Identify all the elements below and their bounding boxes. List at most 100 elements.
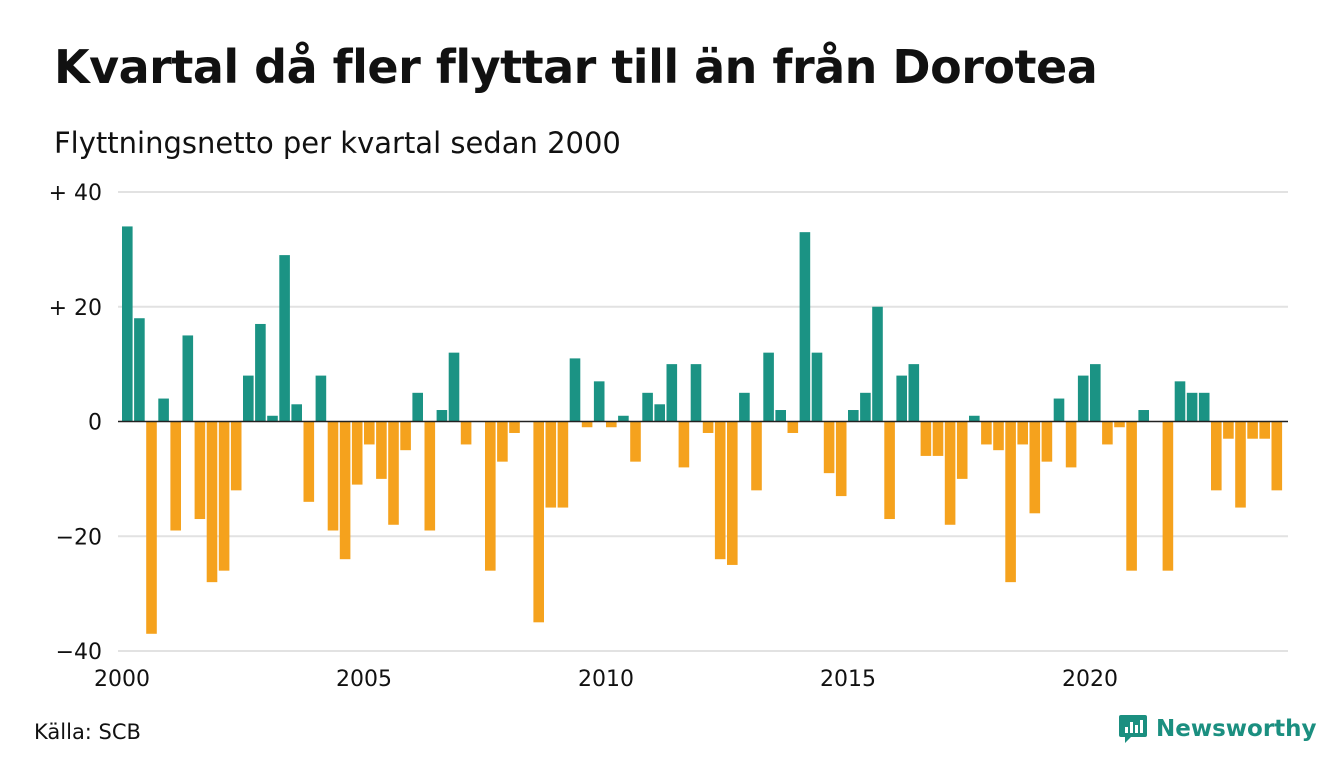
bar-2000-q1 bbox=[122, 226, 133, 422]
bar-2003-q4 bbox=[303, 421, 315, 502]
bar-2002-q4 bbox=[255, 323, 266, 422]
bar-2011-q1 bbox=[654, 404, 665, 422]
bar-2022-q3 bbox=[1211, 421, 1222, 491]
source-note: Källa: SCB bbox=[34, 720, 141, 744]
bar-2022-q4 bbox=[1223, 421, 1234, 439]
bar-2007-q1 bbox=[460, 421, 472, 445]
bar-2006-q3 bbox=[436, 410, 448, 422]
bar-2002-q2 bbox=[230, 421, 242, 491]
bar-2001-q4 bbox=[206, 421, 218, 583]
bar-2020-q2 bbox=[1102, 421, 1113, 445]
chart-title: Kvartal då fler flyttar till än från Dor… bbox=[54, 40, 1098, 94]
bar-2021-q3 bbox=[1162, 421, 1174, 571]
bar-2004-q4 bbox=[351, 421, 363, 485]
x-tick-label: 2020 bbox=[1062, 667, 1118, 692]
bar-2011-q4 bbox=[690, 364, 702, 422]
bar-2012-q4 bbox=[739, 392, 750, 422]
bar-2022-q2 bbox=[1198, 392, 1210, 422]
bar-2000-q2 bbox=[134, 318, 145, 422]
bar-2020-q4 bbox=[1126, 421, 1137, 571]
bar-2023-q2 bbox=[1247, 421, 1258, 439]
bar-2004-q3 bbox=[339, 421, 351, 560]
y-tick-label: −40 bbox=[56, 640, 102, 665]
bar-2003-q2 bbox=[279, 255, 290, 422]
bar-2018-q4 bbox=[1029, 421, 1041, 514]
bar-2023-q4 bbox=[1271, 421, 1283, 491]
bar-2021-q1 bbox=[1138, 410, 1149, 422]
bar-2013-q2 bbox=[763, 352, 774, 422]
bar-2010-q3 bbox=[630, 421, 641, 462]
bar-2008-q4 bbox=[545, 421, 557, 508]
bar-2012-q2 bbox=[714, 421, 726, 560]
bar-2004-q1 bbox=[315, 375, 327, 422]
bar-2003-q1 bbox=[267, 415, 278, 422]
bar-2009-q4 bbox=[593, 381, 605, 422]
bar-2000-q3 bbox=[146, 421, 157, 634]
bar-2008-q3 bbox=[533, 421, 544, 623]
bar-2005-q1 bbox=[364, 421, 375, 445]
bar-2017-q4 bbox=[981, 421, 992, 445]
chart-subtitle: Flyttningsnetto per kvartal sedan 2000 bbox=[54, 126, 621, 160]
bar-2012-q1 bbox=[702, 421, 714, 433]
x-tick-label: 2005 bbox=[336, 667, 392, 692]
bar-2019-q2 bbox=[1053, 398, 1065, 422]
bar-2023-q1 bbox=[1235, 421, 1246, 508]
bar-2001-q3 bbox=[194, 421, 206, 520]
bar-2022-q1 bbox=[1186, 392, 1198, 422]
bar-2014-q3 bbox=[823, 421, 835, 474]
bar-2009-q2 bbox=[569, 358, 581, 422]
bar-2004-q2 bbox=[327, 421, 339, 531]
bar-2013-q3 bbox=[775, 410, 786, 422]
x-tick-label: 2015 bbox=[820, 667, 876, 692]
x-tick-label: 2010 bbox=[578, 667, 634, 692]
bar-2001-q1 bbox=[170, 421, 181, 531]
bar-2015-q2 bbox=[860, 392, 871, 422]
bar-2020-q3 bbox=[1114, 421, 1125, 428]
bar-2011-q2 bbox=[666, 364, 678, 422]
bar-2009-q1 bbox=[557, 421, 569, 508]
bar-2000-q4 bbox=[158, 398, 169, 422]
bar-2011-q3 bbox=[678, 421, 690, 468]
bar-2012-q3 bbox=[727, 421, 738, 565]
bar-2020-q1 bbox=[1090, 364, 1101, 422]
bar-2018-q2 bbox=[1005, 421, 1016, 583]
y-tick-label: 0 bbox=[88, 411, 102, 436]
bar-2006-q2 bbox=[424, 421, 436, 531]
bar-2002-q3 bbox=[243, 375, 254, 422]
bar-2010-q4 bbox=[642, 392, 653, 422]
newsworthy-logo-icon bbox=[1119, 715, 1147, 743]
bar-2005-q4 bbox=[400, 421, 411, 451]
grid-lines bbox=[118, 191, 1288, 652]
bar-2014-q4 bbox=[835, 421, 847, 497]
bar-2016-q2 bbox=[908, 364, 920, 422]
bar-2017-q3 bbox=[969, 415, 980, 422]
bar-2010-q2 bbox=[618, 415, 629, 422]
bar-2008-q1 bbox=[509, 421, 520, 433]
bar-2015-q1 bbox=[848, 410, 859, 422]
brand-name: Newsworthy bbox=[1156, 716, 1317, 742]
bar-2019-q4 bbox=[1077, 375, 1089, 422]
bar-2015-q4 bbox=[884, 421, 895, 520]
bar-2023-q3 bbox=[1259, 421, 1270, 439]
bar-2016-q1 bbox=[896, 375, 907, 422]
bar-2016-q4 bbox=[932, 421, 944, 456]
brand-logo[interactable]: Newsworthy bbox=[1118, 713, 1317, 745]
bar-2013-q4 bbox=[787, 421, 799, 433]
bar-2006-q1 bbox=[412, 392, 423, 422]
bar-2021-q4 bbox=[1174, 381, 1186, 422]
bar-2015-q3 bbox=[872, 306, 883, 422]
bar-2009-q3 bbox=[581, 421, 593, 428]
bar-2005-q2 bbox=[376, 421, 387, 479]
bar-2001-q2 bbox=[182, 335, 194, 422]
bar-2018-q1 bbox=[993, 421, 1004, 451]
bar-2014-q2 bbox=[811, 352, 823, 422]
bar-2003-q3 bbox=[291, 404, 302, 422]
bar-2019-q1 bbox=[1041, 421, 1053, 462]
bar-2007-q4 bbox=[497, 421, 508, 462]
bar-2010-q1 bbox=[606, 421, 617, 428]
bar-2018-q3 bbox=[1017, 421, 1028, 445]
bar-2017-q1 bbox=[944, 421, 956, 525]
x-tick-label: 2000 bbox=[94, 667, 150, 692]
